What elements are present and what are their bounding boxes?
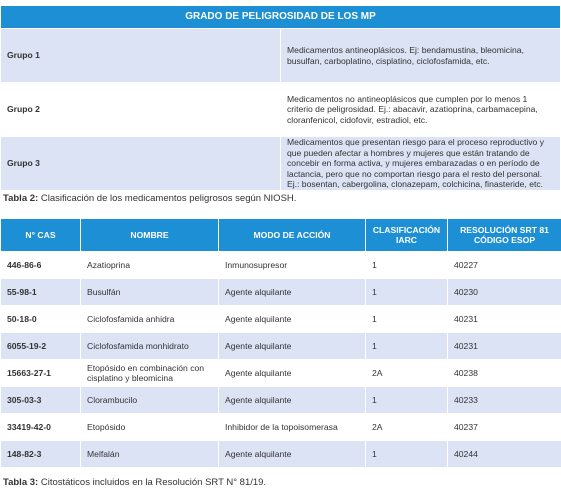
cell: 305-03-3 xyxy=(0,386,81,414)
cell: 55-98-1 xyxy=(0,278,81,306)
cell: 50-18-0 xyxy=(0,305,81,333)
header-row: N° CAS NOMBRE MODO DE ACCIÓN CLASIFICACIÓN … xyxy=(0,218,561,252)
row: 33419-42-0 Etopósido Inhibidor de la topoi… xyxy=(0,413,561,441)
row: Grupo 2 Medicamentos no antineoplásicos q… xyxy=(0,82,561,137)
cell: 1 xyxy=(365,440,448,468)
cell: 1 xyxy=(365,332,448,360)
caption-text: Citostáticos incluidos en la Resolución … xyxy=(40,477,267,488)
row: 446-86-6 Azatioprina Inmunosupresor 1 40227 xyxy=(0,251,561,279)
cell: 40230 xyxy=(447,278,561,306)
cell: 40231 xyxy=(447,332,561,360)
cell: 40237 xyxy=(447,413,561,441)
cell: 2A xyxy=(365,413,448,441)
group-description: Medicamentos no antineoplásicos que cump… xyxy=(280,82,561,137)
cell: Agente alquilante xyxy=(218,278,366,306)
row: 148-82-3 Melfalán Agente alquilante 1 40244 xyxy=(0,440,561,468)
cell: 1 xyxy=(365,305,448,333)
drug-table: N° CAS NOMBRE MODO DE ACCIÓN CLASIFICACIÓN … xyxy=(0,218,561,468)
cell: Agente alquilante xyxy=(218,440,366,468)
cell: 1 xyxy=(365,278,448,306)
cell: Etopósido en combinación con cisplatino … xyxy=(80,359,219,387)
group-description: Medicamentos antineoplásicos. Ej: bendam… xyxy=(280,28,561,83)
cell: Inhibidor de la topoisomerasa xyxy=(218,413,366,441)
cell: 40238 xyxy=(447,359,561,387)
column-header: MODO DE ACCIÓN xyxy=(218,218,366,252)
group-label: Grupo 3 xyxy=(0,136,281,191)
cell: Agente alquilante xyxy=(218,359,366,387)
column-header: RESOLUCIÓN SRT 81 CÓDIGO ESOP xyxy=(447,218,561,252)
hazard-table: GRADO DE PELIGROSIDAD DE LOS MP Grupo 1 Me… xyxy=(0,5,561,191)
caption: Tabla 3: Citostáticos incluidos en la Re… xyxy=(3,477,266,488)
cell: 40227 xyxy=(447,251,561,279)
cell: Inmunosupresor xyxy=(218,251,366,279)
cell: 446-86-6 xyxy=(0,251,81,279)
header-row: GRADO DE PELIGROSIDAD DE LOS MP xyxy=(0,5,561,29)
cell: Ciclofosfamida monhidrato xyxy=(80,332,219,360)
table-title: GRADO DE PELIGROSIDAD DE LOS MP xyxy=(0,5,561,29)
group-description: Medicamentos que presentan riesgo para e… xyxy=(280,136,561,191)
row: 6055-19-2 Ciclofosfamida monhidrato Agente… xyxy=(0,332,561,360)
row: Grupo 3 Medicamentos que presentan riesgo… xyxy=(0,136,561,191)
group-label: Grupo 1 xyxy=(0,28,281,83)
cell: Agente alquilante xyxy=(218,305,366,333)
row: 50-18-0 Ciclofosfamida anhidra Agente alqu… xyxy=(0,305,561,333)
row: 305-03-3 Clorambucilo Agente alquilante 1 40… xyxy=(0,386,561,414)
cell: Azatioprina xyxy=(80,251,219,279)
column-header: CLASIFICACIÓN IARC xyxy=(365,218,448,252)
column-header: N° CAS xyxy=(0,218,81,252)
column-header: NOMBRE xyxy=(80,218,219,252)
cell: Etopósido xyxy=(80,413,219,441)
cell: Melfalán xyxy=(80,440,219,468)
cell: Busulfán xyxy=(80,278,219,306)
caption-text: Clasificación de los medicamentos peligr… xyxy=(40,193,297,204)
row: 15663-27-1 Etopósido en combinación con c… xyxy=(0,359,561,387)
cell: 40244 xyxy=(447,440,561,468)
cell: Agente alquilante xyxy=(218,332,366,360)
cell: 6055-19-2 xyxy=(0,332,81,360)
caption-label: Tabla 3: xyxy=(3,477,39,488)
cell: Clorambucilo xyxy=(80,386,219,414)
cell: Agente alquilante xyxy=(218,386,366,414)
caption: Tabla 2: Clasificación de los medicament… xyxy=(3,193,296,204)
cell: 33419-42-0 xyxy=(0,413,81,441)
row: 55-98-1 Busulfán Agente alquilante 1 40230 xyxy=(0,278,561,306)
cell: 2A xyxy=(365,359,448,387)
cell: Ciclofosfamida anhidra xyxy=(80,305,219,333)
cell: 15663-27-1 xyxy=(0,359,81,387)
cell: 148-82-3 xyxy=(0,440,81,468)
cell: 1 xyxy=(365,386,448,414)
cell: 40231 xyxy=(447,305,561,333)
row: Grupo 1 Medicamentos antineoplásicos. Ej:… xyxy=(0,28,561,83)
cell: 40233 xyxy=(447,386,561,414)
cell: 1 xyxy=(365,251,448,279)
group-label: Grupo 2 xyxy=(0,82,281,137)
caption-label: Tabla 2: xyxy=(3,193,39,204)
